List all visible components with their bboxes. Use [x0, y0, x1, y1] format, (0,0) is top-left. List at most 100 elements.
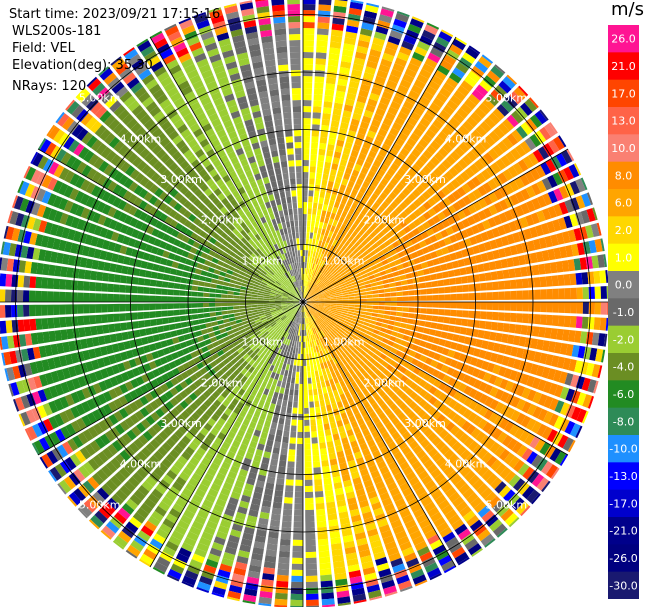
- velocity-gate: [408, 455, 419, 466]
- velocity-gate: [310, 419, 316, 426]
- velocity-gate: [485, 165, 497, 177]
- velocity-gate: [160, 404, 170, 414]
- velocity-gate: [276, 319, 283, 325]
- velocity-gate: [294, 503, 303, 510]
- velocity-gate: [341, 312, 348, 316]
- velocity-gate: [341, 254, 348, 261]
- velocity-gate: [451, 413, 462, 424]
- velocity-gate: [553, 188, 564, 202]
- velocity-gate: [307, 302, 313, 304]
- velocity-gate: [321, 247, 326, 255]
- velocity-gate: [196, 432, 206, 442]
- velocity-gate: [299, 377, 303, 384]
- velocity-gate: [366, 130, 377, 139]
- velocity-gate: [357, 417, 365, 426]
- velocity-gate: [269, 303, 276, 306]
- velocity-gate: [173, 303, 180, 309]
- velocity-gate: [403, 35, 417, 45]
- velocity-gate: [357, 279, 364, 284]
- velocity-gate: [256, 333, 263, 339]
- velocity-gate: [408, 563, 422, 574]
- velocity-gate: [209, 288, 216, 293]
- velocity-gate: [413, 508, 425, 519]
- velocity-gate: [340, 223, 347, 231]
- velocity-gate: [284, 338, 289, 345]
- velocity-gate: [342, 343, 349, 350]
- velocity-gate: [245, 310, 253, 315]
- velocity-gate: [92, 491, 105, 505]
- velocity-gate: [246, 386, 253, 394]
- velocity-gate: [225, 326, 232, 332]
- velocity-gate: [363, 109, 374, 119]
- velocity-gate: [508, 221, 518, 232]
- velocity-gate: [336, 307, 343, 310]
- velocity-gate: [390, 519, 403, 529]
- velocity-gate: [313, 232, 317, 240]
- velocity-gate: [329, 310, 336, 314]
- velocity-gate: [113, 294, 120, 302]
- velocity-gate: [309, 353, 313, 360]
- velocity-gate: [382, 187, 392, 196]
- velocity-gate: [312, 251, 316, 258]
- velocity-gate: [555, 153, 568, 167]
- velocity-gate: [44, 344, 53, 357]
- velocity-gate: [323, 167, 330, 175]
- velocity-gate: [281, 442, 289, 450]
- velocity-gate: [314, 400, 320, 408]
- velocity-gate: [345, 491, 356, 500]
- velocity-gate: [558, 288, 565, 300]
- velocity-gate: [174, 429, 184, 439]
- velocity-gate: [191, 297, 198, 302]
- velocity-gate: [396, 264, 404, 271]
- velocity-gate: [312, 305, 318, 309]
- velocity-gate: [471, 224, 480, 235]
- velocity-gate: [125, 294, 132, 302]
- velocity-gate: [183, 536, 197, 547]
- velocity-gate: [470, 111, 483, 124]
- velocity-gate: [313, 100, 322, 107]
- velocity-gate: [358, 267, 365, 273]
- velocity-gate: [466, 492, 479, 504]
- velocity-gate: [370, 144, 380, 154]
- velocity-gate: [515, 279, 523, 289]
- velocity-gate: [350, 118, 360, 127]
- velocity-gate: [332, 17, 345, 25]
- velocity-gate: [375, 321, 383, 327]
- velocity-gate: [431, 436, 442, 447]
- velocity-gate: [458, 240, 466, 250]
- velocity-gate: [500, 508, 514, 522]
- velocity-gate: [474, 292, 481, 301]
- velocity-gate: [5, 320, 13, 334]
- velocity-gate: [360, 349, 367, 357]
- velocity-gate: [355, 488, 366, 497]
- velocity-gate: [466, 365, 475, 376]
- velocity-gate: [348, 570, 362, 579]
- velocity-gate: [392, 122, 403, 132]
- velocity-gate: [122, 360, 132, 371]
- velocity-gate: [164, 390, 174, 400]
- velocity-gate: [215, 498, 227, 508]
- velocity-gate: [165, 259, 174, 267]
- velocity-gate: [398, 327, 406, 334]
- velocity-gate: [370, 164, 379, 174]
- velocity-gate: [413, 405, 422, 414]
- velocity-gate: [324, 263, 330, 270]
- velocity-gate: [449, 317, 457, 325]
- velocity-gate: [477, 210, 487, 221]
- velocity-gate: [305, 569, 318, 576]
- velocity-gate: [420, 180, 430, 190]
- velocity-gate: [312, 124, 320, 131]
- velocity-gate: [114, 274, 121, 283]
- velocity-gate: [429, 572, 442, 581]
- velocity-gate: [490, 477, 503, 490]
- velocity-gate: [501, 99, 514, 113]
- velocity-gate: [334, 342, 340, 349]
- velocity-gate: [205, 558, 219, 569]
- velocity-gate: [591, 332, 600, 346]
- velocity-gate: [141, 480, 154, 492]
- velocity-gate: [355, 177, 364, 186]
- velocity-gate: [350, 278, 357, 283]
- velocity-gate: [398, 269, 406, 276]
- velocity-gate: [494, 401, 505, 413]
- velocity-gate: [176, 329, 184, 336]
